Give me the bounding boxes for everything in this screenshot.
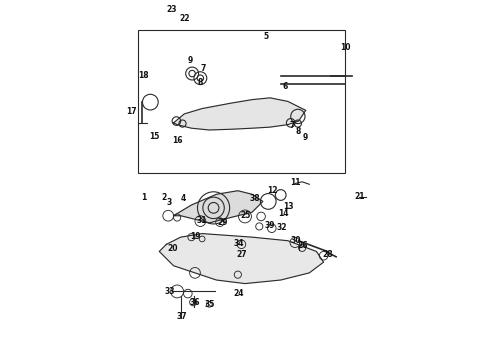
Text: 29: 29 <box>218 218 228 227</box>
Text: 13: 13 <box>283 202 294 211</box>
Text: 39: 39 <box>264 221 274 230</box>
Text: 11: 11 <box>291 178 301 187</box>
Text: 25: 25 <box>241 211 251 220</box>
Text: 12: 12 <box>268 185 278 194</box>
Text: 34: 34 <box>233 239 244 248</box>
Text: 31: 31 <box>196 216 207 225</box>
Text: 8: 8 <box>197 78 203 87</box>
Text: 23: 23 <box>167 5 177 14</box>
Text: 21: 21 <box>355 192 365 201</box>
Text: 9: 9 <box>188 56 194 65</box>
Text: 26: 26 <box>297 241 308 250</box>
Text: 33: 33 <box>164 287 174 296</box>
Text: 38: 38 <box>250 194 260 203</box>
Text: 18: 18 <box>138 71 148 80</box>
Text: 7: 7 <box>290 121 295 130</box>
Polygon shape <box>173 98 306 130</box>
Text: 8: 8 <box>295 127 300 136</box>
Text: 7: 7 <box>200 64 205 73</box>
Text: 10: 10 <box>341 42 351 51</box>
Text: 4: 4 <box>181 194 186 203</box>
Text: 14: 14 <box>278 209 289 218</box>
Text: 19: 19 <box>191 232 201 241</box>
Text: 28: 28 <box>322 250 333 259</box>
Text: 5: 5 <box>263 32 269 41</box>
Text: 15: 15 <box>149 132 159 141</box>
Text: 1: 1 <box>142 193 147 202</box>
Text: 2: 2 <box>161 193 166 202</box>
Text: 6: 6 <box>282 82 288 91</box>
Polygon shape <box>173 191 263 223</box>
Text: 32: 32 <box>276 223 287 232</box>
Text: 16: 16 <box>172 136 183 145</box>
Text: 27: 27 <box>237 250 247 259</box>
Text: 3: 3 <box>167 198 172 207</box>
Text: 9: 9 <box>302 133 308 142</box>
Text: 17: 17 <box>126 107 137 116</box>
Text: 36: 36 <box>189 298 199 307</box>
Text: 37: 37 <box>176 312 187 321</box>
Polygon shape <box>159 234 323 284</box>
Text: 22: 22 <box>180 14 190 23</box>
Text: 35: 35 <box>205 300 215 309</box>
Text: 24: 24 <box>233 289 244 298</box>
Bar <box>138 30 345 173</box>
Text: 30: 30 <box>291 235 301 244</box>
Text: 20: 20 <box>168 244 178 253</box>
